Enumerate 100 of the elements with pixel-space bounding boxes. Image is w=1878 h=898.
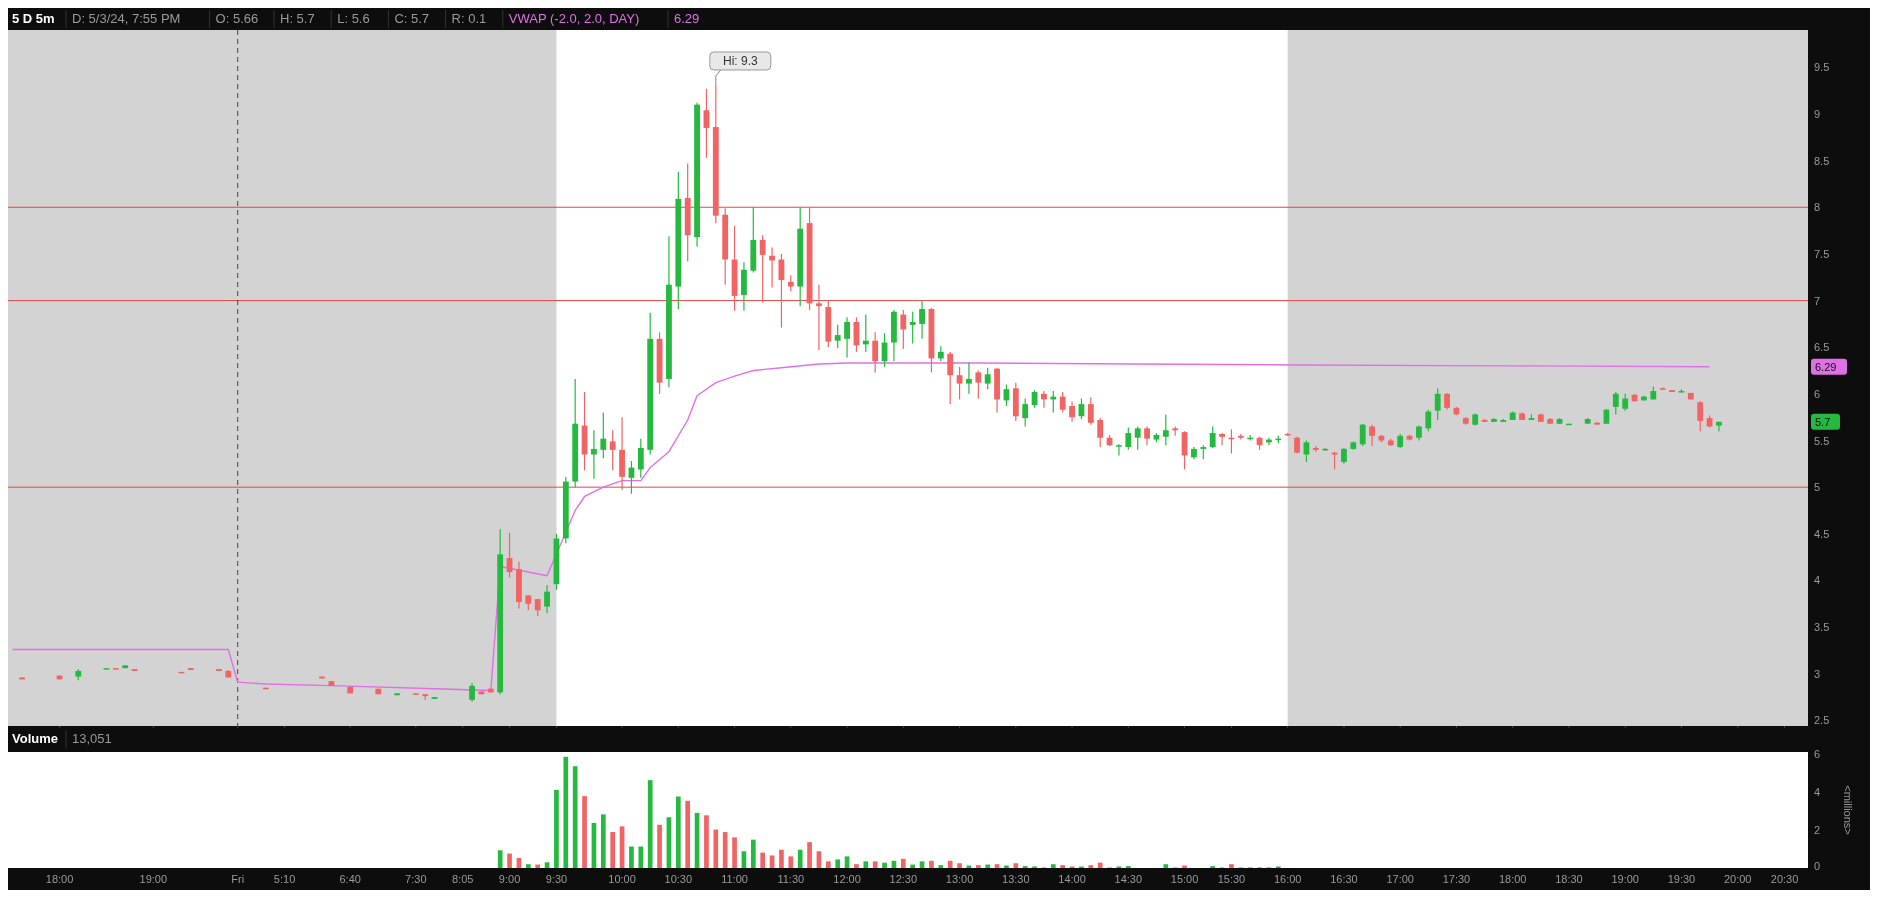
- chart-title: 5 D 5m: [12, 11, 55, 26]
- bar: [572, 766, 578, 868]
- bar: [1088, 865, 1094, 868]
- bar: [835, 859, 841, 868]
- candlestick: [966, 361, 972, 395]
- candlestick: [816, 284, 822, 351]
- y-tick-label: 6: [1814, 747, 1821, 760]
- bar: [1229, 864, 1234, 868]
- candlestick: [1087, 396, 1094, 426]
- text: H: 5.7: [280, 11, 315, 26]
- text: C: 5.7: [394, 11, 430, 26]
- bar: [563, 756, 569, 868]
- bar: [938, 865, 944, 868]
- y-tick-label: 8: [1814, 201, 1821, 214]
- candlestick: [834, 324, 841, 349]
- y-tick-label: 9: [1814, 107, 1821, 120]
- bar: [582, 796, 587, 868]
- y-tick-label: 7.5: [1814, 247, 1830, 260]
- x-tick-label: 19:30: [1667, 873, 1696, 885]
- text: 6.29: [674, 11, 700, 26]
- bar: [985, 864, 991, 868]
- candlestick: [609, 429, 616, 471]
- bar: [882, 862, 887, 868]
- bar: [732, 837, 737, 868]
- x-tick-label: 10:00: [608, 873, 636, 885]
- bar: [675, 796, 681, 868]
- candlestick: [600, 411, 607, 459]
- x-tick-label: 11:00: [721, 873, 748, 885]
- bar: [854, 864, 859, 868]
- bar: [929, 860, 934, 868]
- bar: [685, 800, 691, 868]
- bar: [629, 846, 634, 868]
- bar: [957, 863, 962, 868]
- bar: [910, 864, 916, 868]
- candlestick: [1209, 425, 1216, 449]
- x-tick-label: 12:00: [833, 873, 861, 885]
- candlestick: [919, 299, 925, 340]
- x-tick-label: 16:30: [1330, 873, 1358, 885]
- y-tick-label: 9.5: [1814, 61, 1830, 74]
- candlestick: [909, 311, 916, 345]
- x-tick-label: 13:00: [945, 873, 974, 885]
- x-tick-label: 17:30: [1442, 873, 1471, 885]
- candlestick: [1612, 391, 1619, 415]
- candlestick: [1134, 425, 1141, 451]
- text: L: 5.6: [337, 11, 370, 26]
- bar: [750, 839, 756, 868]
- bar: [779, 849, 784, 868]
- x-tick-label: 13:30: [1002, 873, 1030, 885]
- x-tick-label: 14:30: [1114, 873, 1143, 885]
- x-tick-label: 8:05: [451, 873, 474, 885]
- bar: [1060, 865, 1066, 868]
- candlestick: [900, 309, 907, 350]
- bar: [760, 852, 766, 868]
- y-tick-label: 3: [1814, 667, 1821, 680]
- candlestick: [1069, 400, 1075, 423]
- x-tick-label: 18:30: [1555, 873, 1583, 885]
- text: 5.7: [1815, 415, 1831, 428]
- candlestick: [1359, 423, 1366, 447]
- candlestick: [1425, 409, 1432, 432]
- bar: [1013, 863, 1019, 868]
- bar: [497, 850, 503, 868]
- x-tick-label: 17:00: [1386, 873, 1414, 885]
- candlestick: [947, 351, 954, 405]
- candlestick: [1697, 400, 1704, 432]
- bar: [797, 849, 803, 868]
- x-tick-label: 15:00: [1170, 873, 1199, 885]
- candlestick: [1144, 425, 1150, 446]
- bar: [554, 789, 559, 868]
- bar: [807, 842, 812, 868]
- x-tick-label: 7:30: [405, 873, 427, 885]
- x-tick-label: 15:30: [1217, 873, 1246, 885]
- y-tick-label: 6.5: [1814, 341, 1830, 354]
- bar: [900, 858, 906, 868]
- x-tick-label: 20:00: [1723, 873, 1752, 885]
- text: O: 5.66: [215, 11, 259, 26]
- candlestick: [469, 682, 475, 703]
- bar: [788, 856, 794, 868]
- bar: [1050, 864, 1056, 868]
- bar: [647, 780, 653, 868]
- y-tick-label: 4: [1814, 574, 1821, 587]
- bar: [600, 814, 606, 868]
- x-tick-label: 18:00: [45, 873, 74, 885]
- y-tick-label: 8.5: [1814, 154, 1830, 167]
- candlestick: [1219, 432, 1225, 446]
- candlestick: [1116, 443, 1122, 457]
- x-tick-label: Fri: [231, 873, 245, 885]
- y-tick-label: 5: [1814, 481, 1821, 494]
- x-tick-label: 11:30: [777, 873, 805, 885]
- text: R: 0.1: [451, 11, 487, 26]
- candlestick: [759, 234, 766, 304]
- candlestick: [1097, 417, 1104, 448]
- candlestick: [1041, 390, 1047, 409]
- bar: [507, 853, 512, 868]
- y-tick-label: 0: [1814, 860, 1821, 872]
- candlestick: [591, 429, 597, 480]
- candlestick: [1125, 426, 1132, 451]
- x-tick-label: 18:00: [1498, 873, 1527, 885]
- text: VWAP (-2.0, 2.0, DAY): [508, 11, 640, 26]
- bar: [722, 832, 728, 868]
- line-series: [11, 362, 1711, 692]
